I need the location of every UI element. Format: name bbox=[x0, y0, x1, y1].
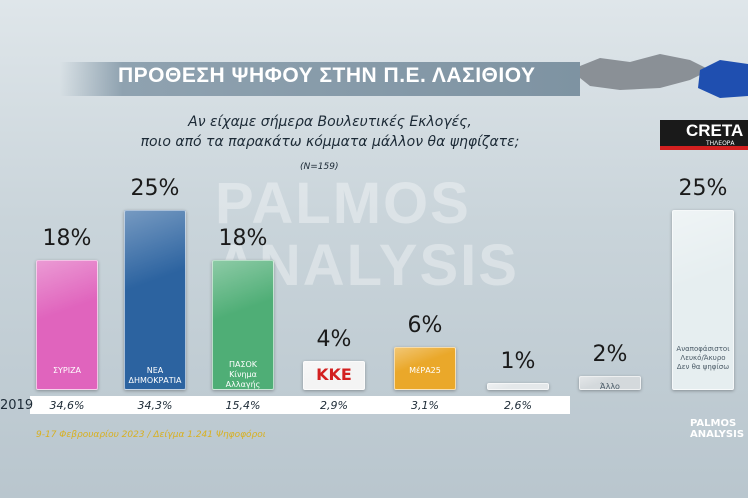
category-label: ΣΥΡΙΖΑ bbox=[52, 366, 82, 375]
bar bbox=[124, 210, 186, 390]
value-label: 2% bbox=[592, 341, 628, 367]
result-2019: 3,1% bbox=[411, 399, 439, 412]
watermark: PALMOS bbox=[215, 171, 471, 236]
bar bbox=[394, 346, 456, 390]
chart-title: ΠΡΟΘΕΣΗ ΨΗΦΟΥ ΣΤΗΝ Π.Ε. ΛΑΣΙΘΙΟΥ bbox=[118, 64, 536, 87]
value-label: 1% bbox=[500, 348, 536, 374]
map bbox=[570, 54, 748, 98]
title-banner bbox=[60, 62, 580, 96]
value-label: 18% bbox=[42, 226, 92, 252]
value-label: 6% bbox=[407, 312, 443, 338]
result-2019: 34,6% bbox=[49, 399, 85, 412]
row-label: 2019 bbox=[0, 398, 34, 413]
category-label: ΜέΡΑ25 bbox=[409, 366, 441, 375]
footnote: 9-17 Φεβρουαρίου 2023 / Δείγμα 1.241 Ψηφ… bbox=[36, 430, 266, 440]
category-label: Αναποφάσιστοι Λευκό/Άκυρο Δεν θα ψηφίσω bbox=[676, 345, 730, 371]
channel-subtitle: ΤΗΛΕΟΡΑ bbox=[706, 140, 735, 147]
category-label: ΚΚΕ bbox=[316, 365, 352, 385]
result-2019: 15,4% bbox=[225, 399, 261, 412]
channel-name: CRETA bbox=[686, 121, 744, 140]
bar bbox=[303, 361, 365, 390]
result-2019: 2,6% bbox=[504, 399, 532, 412]
result-2019: 34,3% bbox=[137, 399, 173, 412]
category-label: Άλλο bbox=[600, 381, 620, 391]
bar bbox=[487, 382, 549, 390]
bar bbox=[579, 375, 641, 390]
channel-logo bbox=[660, 120, 748, 150]
category-label: ΠΑΣΟΚ Κίνημα Αλλαγής bbox=[225, 360, 261, 389]
bar bbox=[36, 260, 98, 390]
value-label: 18% bbox=[218, 226, 268, 252]
brand: PALMOS ANALYSIS bbox=[690, 418, 745, 440]
value-label: 25% bbox=[130, 176, 180, 201]
subtitle: Αν είχαμε σήμερα Βουλευτικές Εκλογές, bbox=[188, 114, 472, 130]
value-label: 25% bbox=[678, 176, 728, 201]
value-label: 4% bbox=[316, 327, 352, 353]
bar bbox=[672, 210, 734, 390]
result-2019: 2,9% bbox=[320, 399, 348, 412]
subtitle: ποιο από τα παρακάτω κόμματα μάλλον θα ψ… bbox=[140, 134, 520, 150]
category-label: ΝΕΑ ΔΗΜΟΚΡΑΤΙΑ bbox=[128, 366, 182, 385]
sample-note: (N=159) bbox=[300, 162, 339, 172]
bar bbox=[212, 260, 274, 390]
results-row bbox=[30, 396, 570, 414]
